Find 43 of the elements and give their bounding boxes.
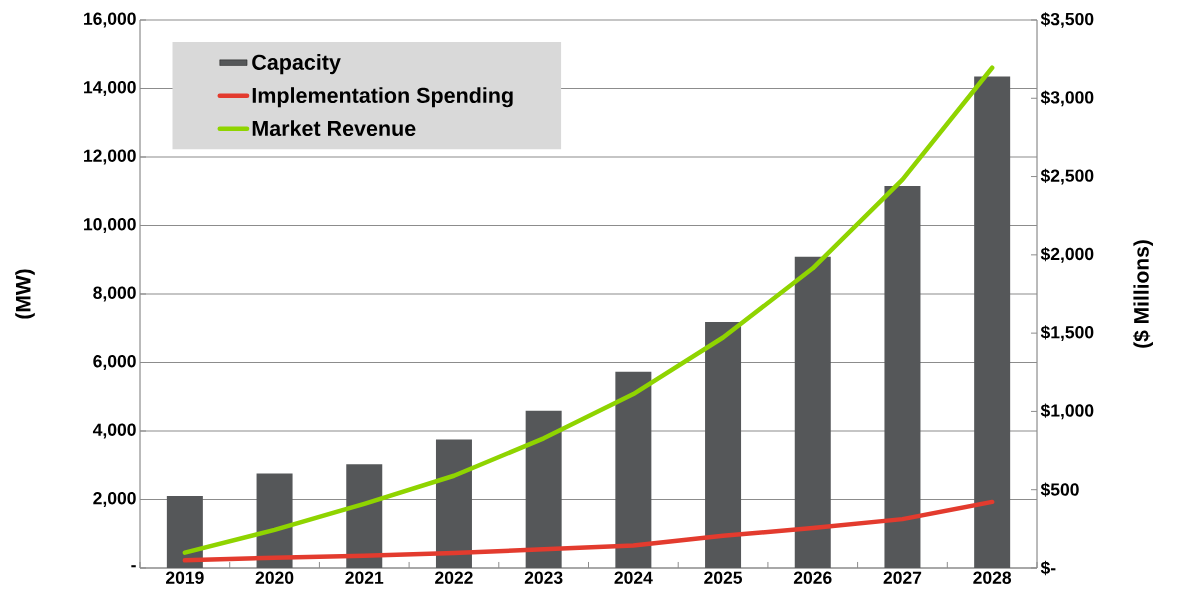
legend-label: Capacity [252,54,341,75]
y2-tick-label: $1,000 [1040,403,1094,420]
x-tick-label: 2023 [524,571,563,584]
bar [884,186,921,568]
bar [166,496,203,568]
bar [705,322,742,568]
line-series [182,499,995,563]
bar [346,464,383,568]
x-tick-label: 2027 [883,571,922,584]
bar [525,410,562,568]
x-tick-label: 2026 [793,571,832,584]
bar [615,371,652,568]
y-tick-label: 10,000 [84,218,136,233]
x-tick-label: 2019 [166,571,204,584]
legend-label: Market Revenue [252,120,416,137]
y-tick-label: 6,000 [93,355,136,370]
y2-tick-label: $3,500 [1040,12,1094,28]
y2-tick-label: $500 [1040,482,1079,497]
bar [256,473,293,568]
y-tick-label: - [131,565,136,568]
y2-tick-label: $3,000 [1040,90,1094,107]
x-tick-label: 2021 [345,571,384,584]
y2-tick-label: $1,500 [1040,325,1094,341]
y2-tick-label: $2,000 [1040,247,1094,263]
x-tick-label: 2022 [435,571,473,584]
y-axis-title: (MW) [15,269,35,319]
x-tick-label: 2028 [973,571,1012,584]
y-tick-label: 2,000 [93,492,136,507]
x-tick-label: 2020 [255,571,294,584]
y2-axis-title: ($ Millions) [1133,240,1153,348]
bar [435,439,472,568]
y-tick-label: 8,000 [93,286,136,302]
bar [974,76,1011,568]
y2-tick-label: $2,500 [1040,168,1094,185]
x-tick-label: 2024 [614,571,653,584]
y-tick-label: 16,000 [84,12,136,28]
y-tick-label: 4,000 [92,423,136,439]
y-tick-label: 12,000 [84,149,136,165]
legend-label: Implementation Spending [252,87,513,108]
y-tick-label: 14,000 [84,81,136,96]
x-tick-label: 2025 [704,571,743,584]
bar [794,256,831,568]
y2-tick-label: $- [1040,560,1056,576]
